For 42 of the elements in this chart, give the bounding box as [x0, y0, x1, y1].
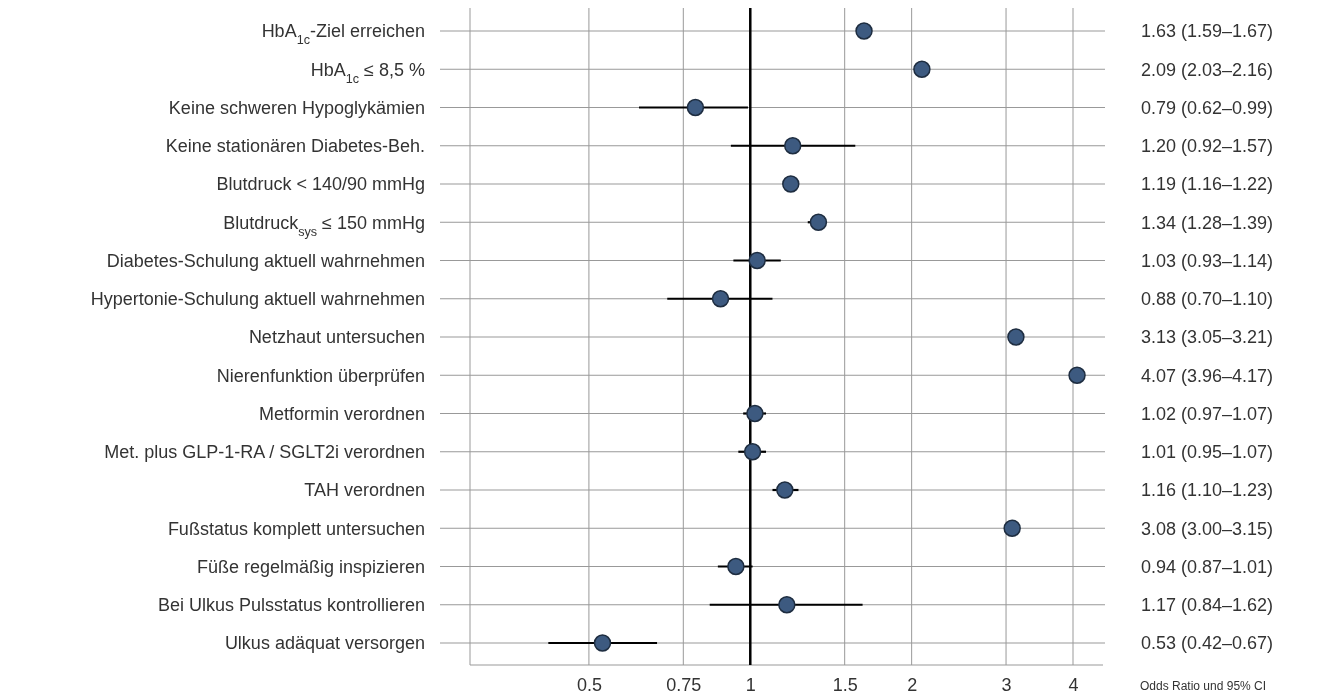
- data-label: 1.16 (1.10–1.23): [1141, 480, 1274, 501]
- data-label: 1.17 (0.84–1.62): [1141, 595, 1274, 616]
- x-tick-label: 2: [907, 674, 918, 695]
- data-label: 1.03 (0.93–1.14): [1141, 250, 1274, 271]
- x-tick-label: 4: [1068, 674, 1079, 695]
- data-label: 1.19 (1.16–1.22): [1141, 174, 1274, 195]
- data-label: 1.01 (0.95–1.07): [1141, 442, 1274, 463]
- y-tick-label: Diabetes-Schulung aktuell wahrnehmen: [106, 250, 425, 271]
- data-label: 0.79 (0.62–0.99): [1141, 97, 1274, 118]
- y-tick-label: Keine stationären Diabetes-Beh.: [165, 136, 425, 157]
- data-label: 3.08 (3.00–3.15): [1141, 518, 1274, 539]
- x-tick-label: 0.75: [666, 674, 702, 695]
- y-tick-label: Keine schweren Hypoglykämien: [168, 97, 425, 118]
- y-tick-label: Blutdruck < 140/90 mmHg: [216, 174, 425, 195]
- y-tick-label: Hypertonie-Schulung aktuell wahrnehmen: [90, 289, 425, 310]
- y-tick-label: Netzhaut untersuchen: [248, 327, 425, 348]
- data-label: 1.20 (0.92–1.57): [1141, 136, 1274, 157]
- x-axis-title: Odds Ratio und 95% CI: [1140, 679, 1267, 693]
- x-tick-label: 1: [745, 674, 756, 695]
- y-tick-label: Met. plus GLP-1-RA / SGLT2i verordnen: [104, 442, 425, 463]
- data-label: 0.88 (0.70–1.10): [1141, 289, 1274, 310]
- x-tick-label: 1.5: [832, 674, 858, 695]
- y-tick-label: Metformin verordnen: [258, 403, 425, 424]
- data-label: 4.07 (3.96–4.17): [1141, 365, 1274, 386]
- data-label: 2.09 (2.03–2.16): [1141, 59, 1274, 80]
- y-tick-label: HbA$_{1c}$-Ziel erreichen: [261, 21, 425, 48]
- y-tick-label: Bei Ulkus Pulsstatus kontrollieren: [157, 595, 425, 616]
- y-tick-label: Nierenfunktion überprüfen: [216, 365, 425, 386]
- x-tick-label: 0.5: [576, 674, 602, 695]
- data-label: 1.02 (0.97–1.07): [1141, 403, 1274, 424]
- data-label: 3.13 (3.05–3.21): [1141, 327, 1274, 348]
- y-tick-label: Ulkus adäquat versorgen: [224, 633, 425, 654]
- data-label: 0.94 (0.87–1.01): [1141, 556, 1274, 577]
- data-label: 1.34 (1.28–1.39): [1141, 212, 1274, 233]
- y-tick-label: HbA$_{1c}$ ≤ 8,5 %: [310, 59, 425, 86]
- data-label: 0.53 (0.42–0.67): [1141, 633, 1274, 654]
- x-tick-label: 3: [1001, 674, 1012, 695]
- y-tick-label: Fußstatus komplett untersuchen: [167, 518, 425, 539]
- y-tick-label: Füße regelmäßig inspizieren: [196, 556, 425, 577]
- y-tick-label: Blutdruck$_{sys}$ ≤ 150 mmHg: [223, 212, 425, 239]
- data-label: 1.63 (1.59–1.67): [1141, 21, 1274, 42]
- y-tick-label: TAH verordnen: [304, 480, 425, 501]
